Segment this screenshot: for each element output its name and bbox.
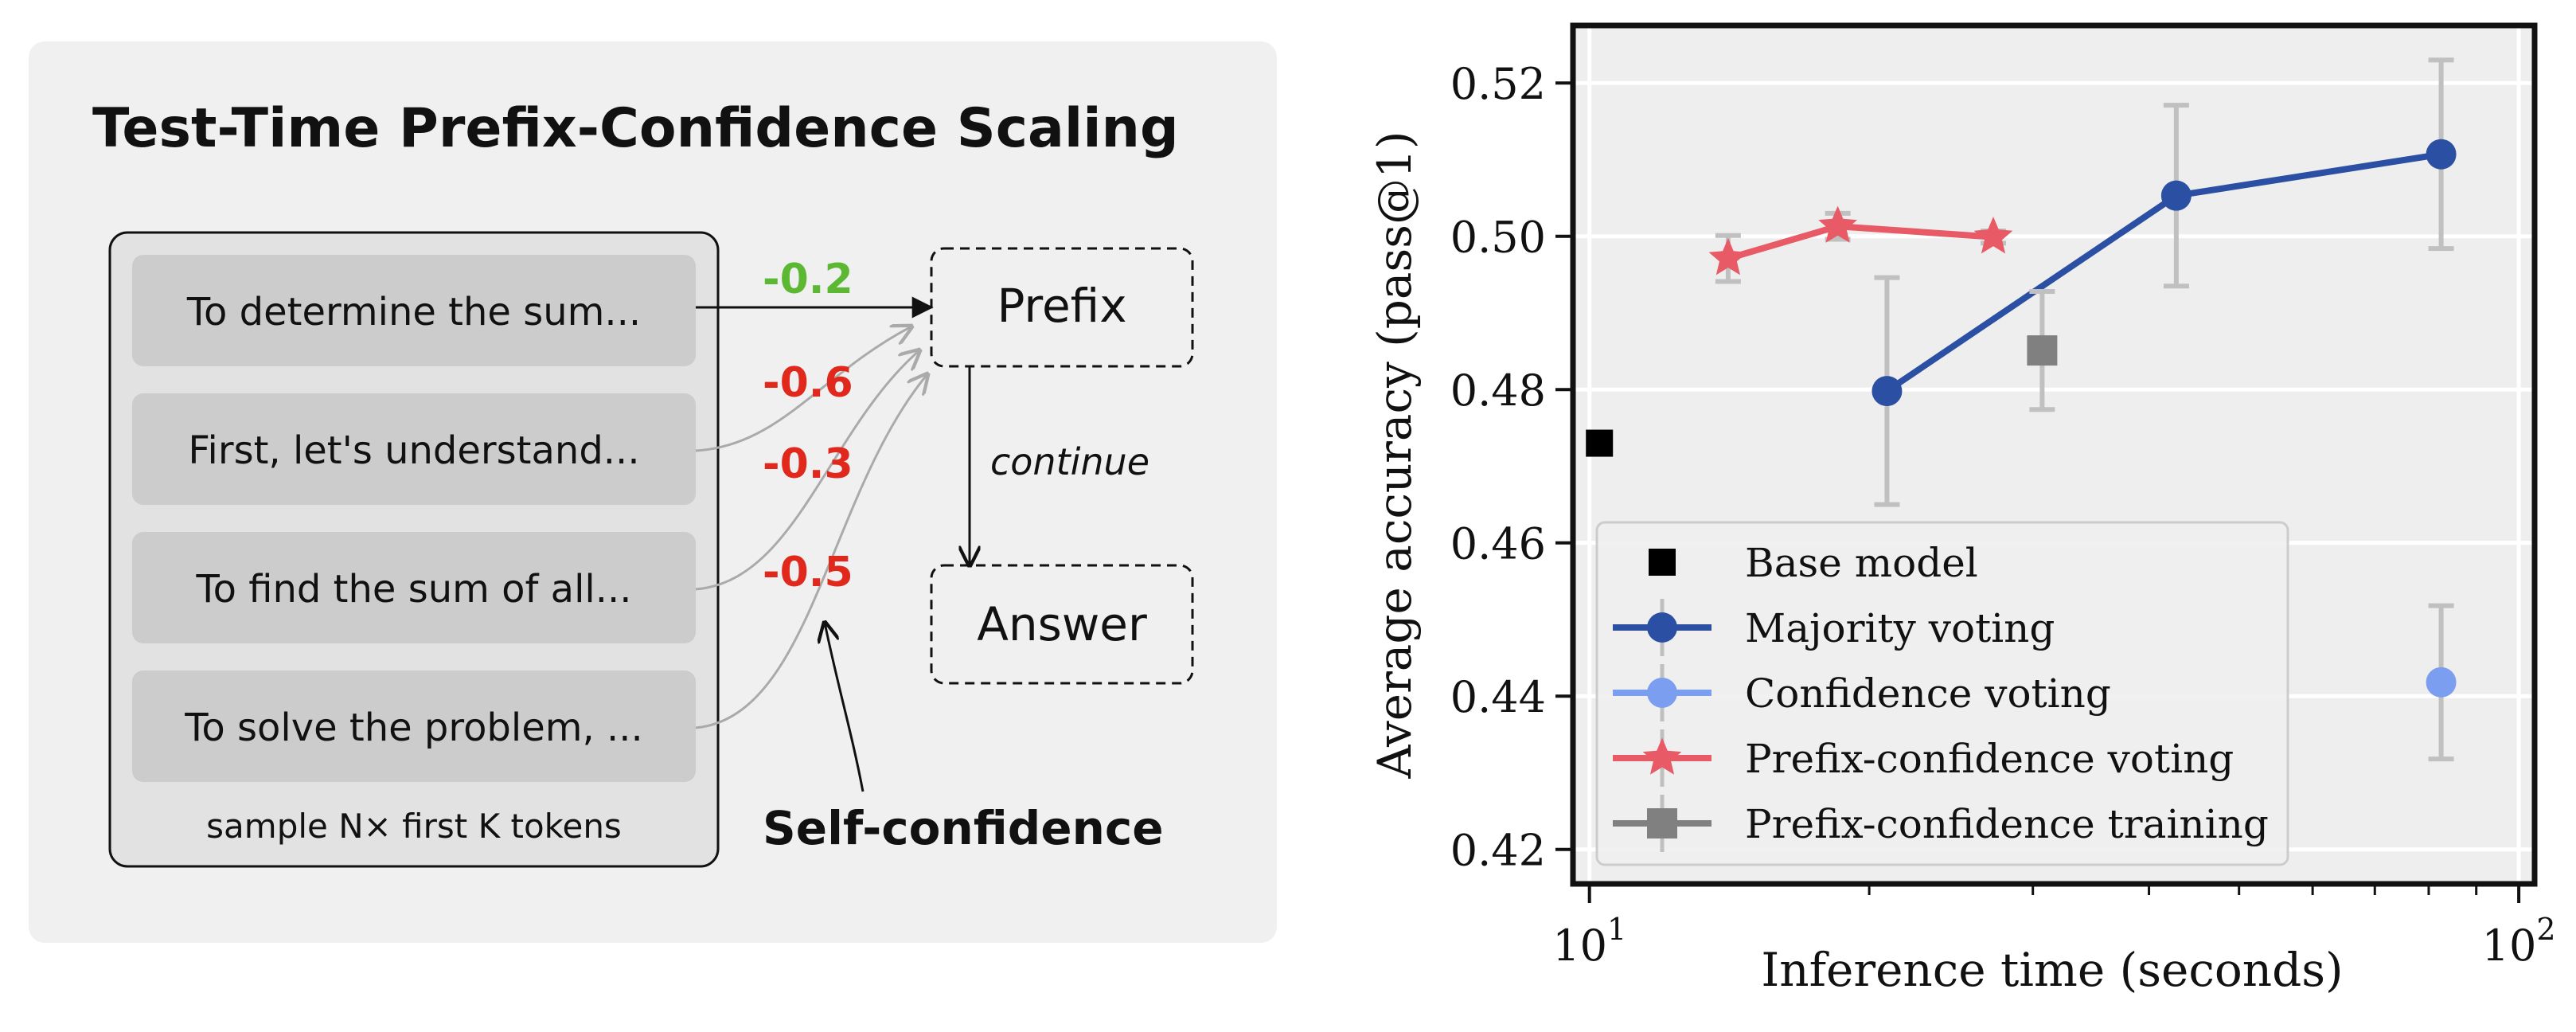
confidence-score: -0.3 — [763, 440, 853, 488]
legend: Base model Majority voting Confidence voti… — [1595, 521, 2289, 866]
sample-box — [132, 670, 696, 782]
data-point — [2027, 335, 2058, 366]
sample-text: To find the sum of all... — [195, 567, 631, 612]
sample-box — [132, 532, 696, 643]
legend-item: Majority voting — [1613, 599, 2055, 656]
x-axis-label: Inference time (seconds) — [1761, 943, 2343, 997]
data-point — [1649, 549, 1676, 576]
sample-arrow — [695, 350, 919, 591]
prefix-confidence-diagram: Test-Time Prefix-Confidence Scaling To d… — [29, 41, 1277, 943]
series-prefix-confidence-training — [2027, 288, 2058, 412]
sample-text: To determine the sum... — [186, 290, 641, 334]
sample-box — [132, 255, 696, 366]
y-tick-label: 0.48 — [1450, 366, 1546, 416]
accuracy-chart: 0.42 0.44 0.46 0.48 0.50 0.52 101 102 Average a… — [1368, 22, 2556, 997]
legend-item: Confidence voting — [1613, 664, 2111, 721]
plot-frame — [1570, 22, 2538, 887]
confidence-score: -0.5 — [763, 549, 853, 596]
sample-list: To determine the sum... First, let's und… — [132, 255, 696, 782]
y-tick-label: 0.46 — [1450, 519, 1546, 569]
y-tick-label: 0.42 — [1450, 826, 1546, 876]
y-tick-label: 0.44 — [1450, 672, 1546, 722]
y-tick-label: 0.50 — [1450, 213, 1546, 263]
x-tick-label: 102 — [2482, 912, 2556, 971]
data-point — [2426, 666, 2457, 698]
diagram-title: Test-Time Prefix-Confidence Scaling — [92, 97, 1179, 160]
y-tick-label: 0.52 — [1450, 59, 1546, 109]
series-prefix-confidence-voting — [1708, 205, 2013, 284]
data-point — [1647, 678, 1677, 708]
data-point — [1872, 376, 1903, 407]
confidence-score: -0.6 — [763, 359, 853, 407]
legend-label: Majority voting — [1745, 605, 2055, 651]
data-point — [1642, 737, 1682, 775]
legend-label: Confidence voting — [1745, 670, 2111, 717]
x-tick-label: 101 — [1552, 912, 1626, 971]
continue-label: continue — [990, 440, 1149, 483]
axis-ticks: 0.42 0.44 0.46 0.48 0.50 0.52 101 102 — [1450, 59, 2556, 971]
series-majority-voting — [1872, 57, 2457, 507]
data-point — [1647, 808, 1677, 838]
legend-label: Prefix-confidence voting — [1745, 736, 2234, 782]
series-base-model — [1586, 429, 1614, 457]
data-point — [1708, 237, 1748, 276]
legend-label: Prefix-confidence training — [1745, 801, 2269, 847]
prefix-label: Prefix — [997, 279, 1126, 333]
answer-label: Answer — [977, 597, 1147, 651]
sample-box — [132, 393, 696, 505]
legend-item: Prefix-confidence training — [1613, 795, 2269, 852]
legend-item: Base model — [1649, 540, 1978, 586]
data-point — [1973, 217, 2013, 254]
data-point — [1647, 612, 1677, 643]
sample-text: First, let's understand... — [188, 428, 639, 473]
self-confidence-label: Self-confidence — [763, 801, 1164, 855]
series-confidence-voting — [2426, 603, 2457, 762]
sample-caption: sample N× first K tokens — [206, 807, 622, 846]
legend-item: Prefix-confidence voting — [1613, 729, 2234, 787]
self-confidence-arrow — [825, 623, 865, 792]
sample-text: To solve the problem, ... — [184, 706, 643, 750]
data-point — [2160, 180, 2192, 211]
y-axis-label: Average accuracy (pass@1) — [1368, 131, 1422, 779]
data-point — [1818, 205, 1857, 243]
sample-arrow — [695, 326, 911, 452]
data-series — [1586, 57, 2457, 762]
answer-box — [930, 564, 1194, 685]
sample-arrow — [695, 374, 927, 729]
legend-box — [1595, 521, 2289, 866]
data-point — [2426, 139, 2457, 170]
legend-label: Base model — [1745, 540, 1978, 586]
data-point — [1586, 429, 1614, 457]
confidence-score-best: -0.2 — [763, 256, 853, 303]
prefix-box — [930, 247, 1194, 368]
